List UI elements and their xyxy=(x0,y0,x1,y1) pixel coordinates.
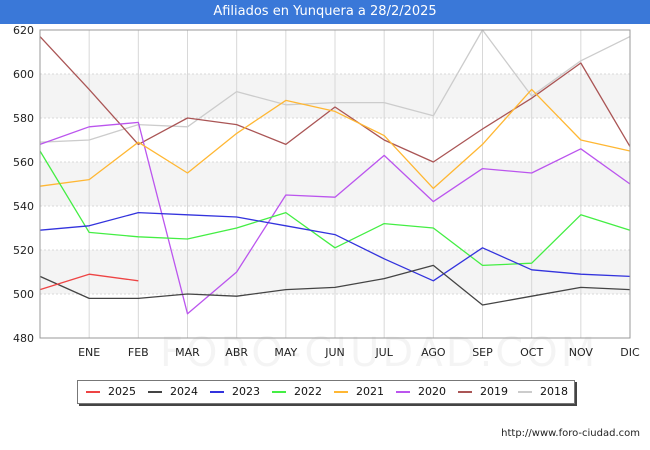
y-tick-label: 540 xyxy=(13,200,34,213)
series-line-2020 xyxy=(39,121,631,315)
legend-label: 2023 xyxy=(232,385,260,398)
legend-label: 2018 xyxy=(540,385,568,398)
x-tick-label: OCT xyxy=(520,346,543,359)
legend-swatch xyxy=(86,391,100,393)
x-tick-label: AGO xyxy=(421,346,446,359)
y-tick-label: 560 xyxy=(13,156,34,169)
legend: 2025 2024 2023 2022 2021 2020 2019 2018 xyxy=(77,380,575,404)
y-tick-label: 480 xyxy=(13,332,34,345)
x-tick-label: JUN xyxy=(324,346,345,359)
x-tick-labels: ENE FEB MAR ABR MAY JUN JUL AGO SEP OCT NOV DIC xyxy=(78,346,640,359)
legend-label: 2021 xyxy=(356,385,384,398)
series-line-2021 xyxy=(39,88,631,190)
x-tick-label: MAY xyxy=(274,346,297,359)
series-line-2022 xyxy=(39,150,631,267)
x-tick-label: MAR xyxy=(175,346,200,359)
x-tick-label: JUL xyxy=(374,346,393,359)
plot-frame xyxy=(39,29,631,339)
legend-label: 2020 xyxy=(418,385,446,398)
x-tick-label: ENE xyxy=(78,346,100,359)
x-tick-label: SEP xyxy=(472,346,493,359)
series-line-2025 xyxy=(39,273,139,291)
legend-label: 2019 xyxy=(480,385,508,398)
legend-swatch xyxy=(210,391,224,393)
title-bar xyxy=(0,0,650,24)
series-line-2024 xyxy=(39,264,631,306)
series-line-2023 xyxy=(39,211,631,282)
legend-swatch xyxy=(272,391,286,393)
legend-swatch xyxy=(518,391,532,393)
source-url[interactable]: http://www.foro-ciudad.com xyxy=(501,428,640,439)
chart-title: Afiliados en Yunquera a 28/2/2025 xyxy=(213,4,437,19)
y-tick-label: 500 xyxy=(13,288,34,301)
legend-swatch xyxy=(334,391,348,393)
y-tick-label: 600 xyxy=(13,68,34,81)
axes xyxy=(39,29,631,339)
legend-label: 2025 xyxy=(108,385,136,398)
x-tick-label: FEB xyxy=(128,346,149,359)
legend-label: 2024 xyxy=(170,385,198,398)
x-tick-label: NOV xyxy=(569,346,594,359)
grid-lines xyxy=(40,29,631,339)
y-tick-labels: 480 500 520 540 560 580 600 620 xyxy=(13,24,34,345)
legend-label: 2022 xyxy=(294,385,322,398)
y-tick-label: 520 xyxy=(13,244,34,257)
x-tick-label: DIC xyxy=(620,346,640,359)
legend-swatch xyxy=(458,391,472,393)
legend-swatch xyxy=(396,391,410,393)
legend-swatch xyxy=(148,391,162,393)
y-tick-label: 580 xyxy=(13,112,34,125)
series-line-2019 xyxy=(39,36,631,163)
series-lines xyxy=(39,29,631,315)
y-tick-label: 620 xyxy=(13,24,34,37)
x-tick-label: ABR xyxy=(225,346,248,359)
